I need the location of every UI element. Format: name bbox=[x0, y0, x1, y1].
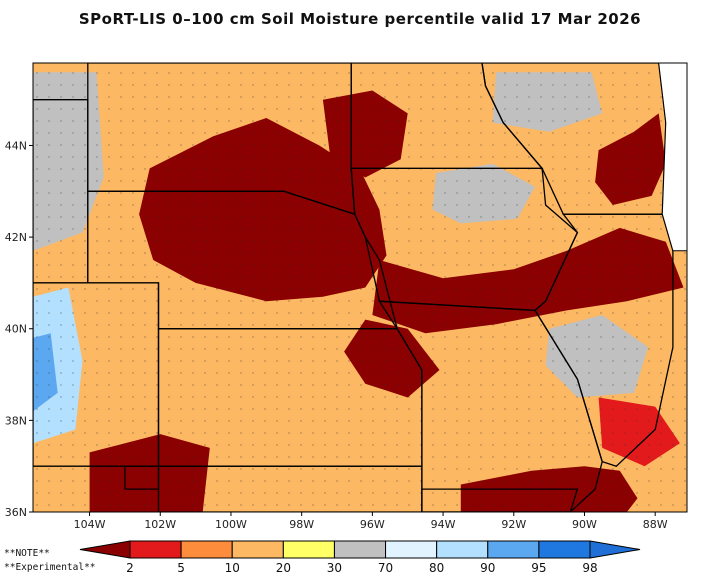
legend-swatch bbox=[333, 540, 387, 559]
lat-tick-label: 42N bbox=[5, 231, 27, 244]
legend-swatch bbox=[538, 540, 591, 559]
county-grid bbox=[33, 63, 687, 512]
state-border-minnesota bbox=[350, 63, 544, 170]
axis-ticks: 36N 38N 40N 42N 44N 104W 102W 100W 98W 96W 94W 92W 9… bbox=[5, 139, 668, 531]
legend-label: 70 bbox=[378, 561, 393, 575]
lat-tick-label: 38N bbox=[5, 414, 27, 427]
lon-tick-label: 94W bbox=[431, 518, 456, 531]
lon-tick-label: 104W bbox=[74, 518, 106, 531]
lon-tick-label: 100W bbox=[215, 518, 247, 531]
lon-tick-label: 90W bbox=[572, 518, 597, 531]
legend-swatch bbox=[385, 540, 438, 559]
legend-label: 80 bbox=[429, 561, 444, 575]
legend-label: 20 bbox=[276, 561, 291, 575]
page-title: SPoRT-LIS 0–100 cm Soil Moisture percent… bbox=[78, 10, 642, 28]
legend-label: 30 bbox=[327, 561, 342, 575]
legend-label: 5 bbox=[177, 561, 185, 575]
state-border-arkansas bbox=[421, 488, 579, 512]
legend-label: 2 bbox=[126, 561, 134, 575]
legend-label: 98 bbox=[582, 561, 597, 575]
experimental-label: **Experimental** bbox=[4, 562, 96, 573]
state-boundaries bbox=[33, 63, 674, 512]
lon-tick-label: 98W bbox=[289, 518, 314, 531]
lake-michigan bbox=[658, 63, 687, 252]
legend-swatch bbox=[282, 540, 335, 559]
legend-swatch-high bbox=[589, 540, 641, 559]
legend-label: 10 bbox=[225, 561, 240, 575]
lat-tick-label: 36N bbox=[5, 506, 27, 519]
legend-swatch bbox=[180, 540, 233, 559]
note-label: **NOTE** bbox=[4, 548, 50, 559]
lat-tick-label: 40N bbox=[5, 323, 27, 336]
legend-swatch bbox=[231, 540, 284, 559]
lon-tick-label: 88W bbox=[643, 518, 668, 531]
map-frame bbox=[32, 62, 688, 513]
lon-tick-label: 96W bbox=[360, 518, 385, 531]
state-border-oklahoma-panhandle bbox=[124, 465, 160, 490]
lon-tick-label: 92W bbox=[501, 518, 526, 531]
lat-tick-label: 44N bbox=[5, 139, 27, 152]
legend-label: 90 bbox=[480, 561, 495, 575]
legend-swatch-low bbox=[79, 540, 131, 559]
legend-label: 95 bbox=[531, 561, 546, 575]
lon-tick-label: 102W bbox=[144, 518, 176, 531]
legend-swatch bbox=[436, 540, 489, 559]
legend-swatch bbox=[129, 540, 182, 559]
state-border-oklahoma bbox=[157, 465, 423, 512]
legend-swatch bbox=[487, 540, 540, 559]
